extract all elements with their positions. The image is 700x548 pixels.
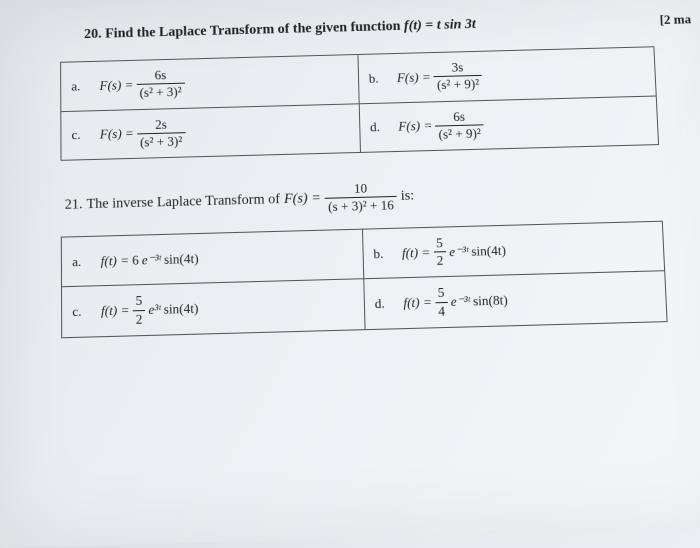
opt-num: 6s — [435, 109, 484, 127]
opt-num: 5 — [132, 294, 145, 311]
opt-label: b. — [373, 245, 388, 262]
opt-exp: e⁻³ᵗ — [142, 251, 161, 267]
q21-F-lhs: F(s) = — [284, 191, 321, 207]
q21-title: 21. The inverse Laplace Transform of F(s… — [65, 173, 700, 222]
q20-title: 20. Find the Laplace Transform of the gi… — [84, 17, 476, 43]
exam-page: 20. Find the Laplace Transform of the gi… — [0, 0, 700, 548]
q21-F-num: 10 — [325, 181, 397, 200]
opt-num: 5 — [433, 235, 446, 252]
opt-den: (s² + 3)² — [136, 84, 184, 101]
opt-lhs: F(s) = — [398, 118, 432, 134]
opt-num: 5 — [434, 286, 447, 303]
q21-option-d: d. f(t) = 5 4 e⁻³ᵗsin(8t) — [363, 271, 667, 330]
q20-fn-lhs: f(t) — [404, 18, 422, 33]
q21-prompt-suffix: is: — [401, 188, 415, 205]
opt-den: 2 — [433, 252, 446, 268]
opt-lhs: F(s) = — [397, 69, 431, 85]
opt-coef: 6 — [132, 252, 139, 269]
q21-F-den: (s + 3)² + 16 — [325, 197, 397, 215]
q20-number: 20. — [84, 27, 102, 42]
q20-fn-rhs: t sin 3t — [437, 17, 476, 33]
opt-den: (s² + 3)² — [137, 133, 186, 150]
opt-trig: sin(8t) — [473, 292, 508, 310]
q20-options-table: a. F(s) = 6s (s² + 3)² b. F(s) = — [60, 46, 659, 161]
opt-trig: sin(4t) — [471, 242, 506, 259]
q20-marks: [2 ma — [659, 11, 691, 28]
q21-prompt-prefix: The inverse Laplace Transform of — [87, 192, 281, 214]
opt-lhs: f(t) = — [403, 294, 432, 310]
opt-label: a. — [71, 78, 85, 94]
q21-number: 21. — [65, 197, 83, 214]
opt-lhs: F(s) = — [100, 126, 134, 142]
opt-num: 2s — [137, 117, 185, 135]
opt-label: d. — [370, 119, 385, 136]
opt-exp: e³ᵗ — [148, 301, 160, 317]
opt-num: 3s — [433, 60, 482, 78]
opt-exp: e⁻³ᵗ — [451, 293, 471, 309]
opt-trig: sin(4t) — [164, 250, 199, 267]
opt-den: 2 — [133, 311, 146, 327]
opt-label: b. — [368, 70, 383, 86]
q21-option-c: c. f(t) = 5 2 e³ᵗ sin(4t) — [61, 279, 364, 338]
q21-option-b: b. f(t) = 5 2 e⁻³ᵗsin(4t) — [362, 221, 665, 279]
opt-exp: e⁻³ᵗ — [449, 243, 469, 259]
opt-lhs: f(t) = — [402, 244, 431, 260]
opt-label: d. — [375, 295, 390, 312]
opt-lhs: f(t) = — [101, 252, 130, 268]
opt-trig: sin(4t) — [164, 300, 199, 318]
q20-prompt-prefix: Find the Laplace Transform of the given … — [105, 19, 404, 42]
opt-label: a. — [72, 253, 86, 270]
opt-num: 6s — [136, 68, 184, 86]
q20-option-b: b. F(s) = 3s (s² + 9)² — [358, 47, 657, 104]
q20-header: 20. Find the Laplace Transform of the gi… — [60, 11, 692, 43]
opt-lhs: F(s) = — [99, 77, 133, 93]
q21-option-a: a. f(t) = 6e⁻³ᵗsin(4t) — [61, 229, 363, 287]
q20-option-d: d. F(s) = 6s (s² + 9)² — [359, 96, 659, 153]
opt-label: c. — [71, 127, 85, 144]
opt-den: (s² + 9)² — [435, 125, 484, 142]
q21-options-table: a. f(t) = 6e⁻³ᵗsin(4t) b. f(t) = 5 2 — [61, 220, 668, 338]
q20-option-c: c. F(s) = 2s (s² + 3)² — [61, 103, 360, 160]
opt-den: 4 — [435, 303, 448, 319]
opt-label: c. — [72, 303, 86, 320]
q20-option-a: a. F(s) = 6s (s² + 3)² — [61, 55, 359, 112]
opt-den: (s² + 9)² — [434, 76, 483, 93]
opt-lhs: f(t) = — [101, 302, 130, 318]
